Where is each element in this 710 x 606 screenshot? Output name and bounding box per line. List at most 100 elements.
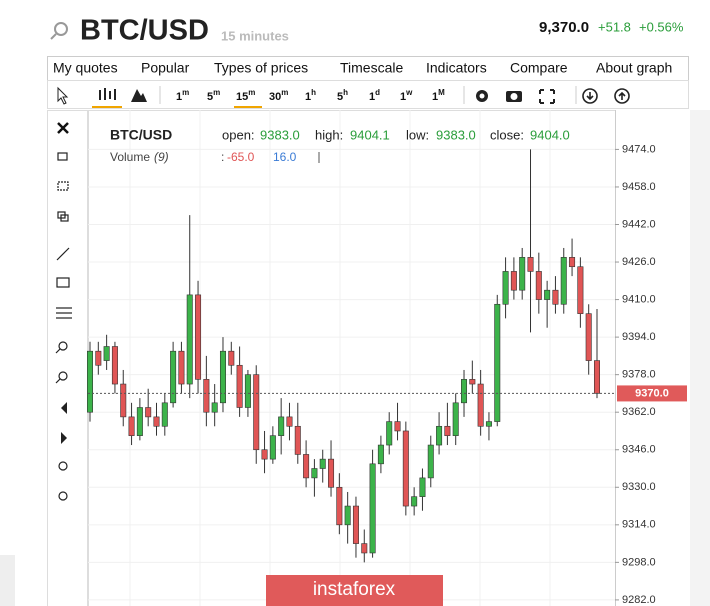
menu-item[interactable]: Indicators (426, 60, 487, 76)
menu-bar (47, 56, 689, 81)
candle-body (552, 289, 559, 305)
candles: 9370.0 (87, 149, 687, 563)
legend-label: high: (315, 127, 343, 142)
close-tool[interactable] (57, 122, 69, 134)
timeframe[interactable]: 30m (269, 88, 288, 103)
timeframe-num: 1 (369, 91, 375, 103)
timeframe-unit: m (281, 88, 288, 97)
timeframe-unit: M (438, 88, 445, 97)
candle-body (477, 383, 484, 427)
timeframe-unit: w (405, 88, 413, 97)
watermark: instaforex (313, 579, 396, 600)
settings-icon[interactable] (476, 90, 488, 102)
timeframe[interactable]: 1w (400, 88, 413, 103)
camera-icon[interactable] (506, 91, 522, 102)
candle-body (527, 257, 534, 272)
volume-value: 16.0 (273, 150, 297, 164)
candle-body (278, 416, 285, 436)
candle-body (87, 350, 94, 413)
timeframe-unit: h (311, 88, 316, 97)
fullscreen-icon[interactable] (539, 89, 555, 104)
cursor-tool[interactable] (57, 86, 69, 105)
y-tick-label: 9330.0 (622, 481, 656, 493)
plot-frame (88, 110, 616, 606)
right-gutter (690, 110, 710, 606)
timeframe[interactable]: 1M (432, 88, 445, 103)
candle-body (261, 449, 268, 460)
timeframe-unit: d (375, 88, 380, 97)
drawing-tools[interactable] (55, 152, 72, 501)
legend-value: 9404.1 (350, 127, 390, 142)
candle-body (361, 543, 368, 554)
menu-item[interactable]: Timescale (340, 60, 403, 76)
menu-item[interactable]: Types of prices (214, 60, 308, 76)
candle-body (427, 444, 434, 479)
y-tick-label: 9314.0 (622, 519, 656, 531)
toolbar (47, 80, 689, 109)
area-type[interactable] (131, 89, 147, 102)
timeframe[interactable]: 1h (305, 88, 316, 103)
timeframe-unit: h (343, 88, 348, 97)
menu-item[interactable]: Compare (510, 60, 568, 76)
legend-value: 9383.0 (436, 127, 476, 142)
candle-body (303, 454, 310, 479)
timeframe[interactable]: 15m (236, 88, 255, 103)
timeframe[interactable]: 5h (337, 88, 348, 103)
timeframe-num: 5 (207, 91, 213, 103)
timeframe-num: 1 (432, 91, 438, 103)
download-icon[interactable] (582, 88, 598, 104)
candle-body (178, 350, 185, 385)
candle-body (519, 257, 526, 291)
candle-body (186, 294, 193, 385)
candle-body (136, 407, 143, 436)
candle-body (219, 350, 226, 404)
candles-type[interactable] (99, 88, 116, 100)
timeframe-num: 1 (305, 91, 311, 103)
candle-body (195, 294, 202, 380)
volume-period: (9) (154, 150, 169, 164)
search-icon (50, 33, 57, 40)
last-price-label: 9370.0 (635, 387, 669, 399)
y-tick-label: 9458.0 (622, 181, 656, 193)
y-tick-label: 9282.0 (622, 594, 656, 606)
candle-body (436, 425, 443, 446)
candle-body (344, 505, 351, 526)
menu-item[interactable]: My quotes (53, 60, 118, 76)
candle-body (244, 374, 251, 408)
price: 9,370.0 (539, 19, 589, 36)
legend-symbol: BTC/USD (110, 127, 172, 143)
candle-body (411, 496, 418, 507)
candle-body (103, 346, 110, 361)
candle-body (253, 374, 260, 451)
search-icon[interactable] (54, 22, 68, 36)
y-tick-label: 9442.0 (622, 218, 656, 230)
candle-body (402, 430, 409, 507)
timeframe-num: 15 (236, 91, 248, 103)
scroll-right[interactable] (61, 432, 67, 444)
timeframes: 1m 5m 15m 30m 1h 5h 1d 1w 1M (159, 86, 577, 108)
menu-item[interactable]: About graph (596, 60, 672, 76)
candle-body (377, 444, 384, 465)
tool-panel (47, 110, 88, 606)
symbol: BTC/USD (80, 15, 209, 47)
volume-sep: : (221, 150, 224, 164)
legend-label: close: (490, 127, 524, 142)
candle-body (286, 416, 293, 427)
corner (0, 555, 15, 606)
candle-body (120, 383, 127, 418)
candle-body (469, 379, 476, 385)
scroll-left[interactable] (61, 402, 67, 414)
candle-body (394, 421, 401, 432)
timeframe[interactable]: 5m (207, 88, 220, 103)
timeframe[interactable]: 1m (176, 88, 189, 103)
menu-item[interactable]: Popular (141, 60, 190, 76)
upload-icon[interactable] (614, 88, 630, 104)
y-tick-label: 9474.0 (622, 143, 656, 155)
y-tick-label: 9346.0 (622, 444, 656, 456)
volume-value: -65.0 (227, 150, 255, 164)
candle-body (145, 407, 152, 418)
timeframe[interactable]: 1d (369, 88, 380, 103)
candle-body (294, 425, 301, 455)
watermark-box (266, 575, 443, 606)
